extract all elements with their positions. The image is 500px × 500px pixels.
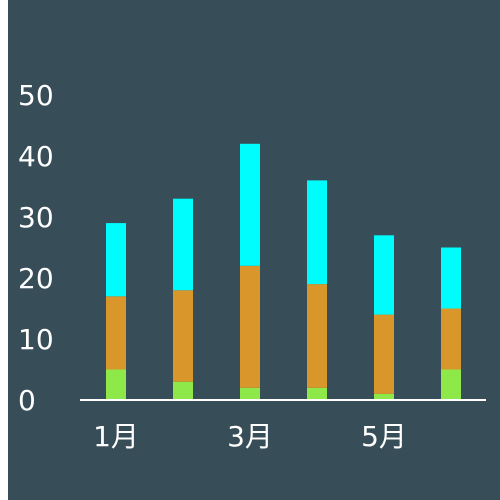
x-tick-label: 1月	[93, 420, 139, 453]
y-tick-label: 40	[18, 140, 54, 173]
bar-segment-4-series-3	[307, 180, 327, 285]
y-tick-label: 10	[18, 323, 54, 356]
bar-segment-1-series-3	[106, 223, 126, 297]
bar-segment-5-series-1	[374, 393, 394, 400]
y-tick-label: 50	[18, 79, 54, 112]
bar-segment-6-series-2	[441, 308, 461, 370]
bar-segment-6-series-1	[441, 369, 461, 400]
bar-segment-4-series-1	[307, 387, 327, 400]
x-tick-labels: 1月 3月 5月	[93, 420, 407, 453]
bar-segment-3-series-3	[240, 143, 260, 266]
y-tick-label: 20	[18, 262, 54, 295]
bar-segment-5-series-3	[374, 235, 394, 315]
y-tick-label: 0	[18, 384, 36, 417]
x-tick-label: 3月	[227, 420, 273, 453]
bar-segment-3-series-1	[240, 387, 260, 400]
bar-segment-4-series-2	[307, 284, 327, 388]
bars-group	[106, 143, 461, 400]
bar-segment-1-series-1	[106, 369, 126, 400]
bar-segment-6-series-3	[441, 247, 461, 309]
bar-segment-1-series-2	[106, 296, 126, 370]
x-tick-label: 5月	[361, 420, 407, 453]
y-tick-label: 30	[18, 201, 54, 234]
bar-segment-2-series-2	[173, 290, 193, 382]
bar-segment-5-series-2	[374, 314, 394, 394]
bar-segment-2-series-3	[173, 198, 193, 291]
y-tick-labels: 0 10 20 30 40 50	[18, 79, 54, 417]
bar-segment-2-series-1	[173, 381, 193, 400]
bar-segment-3-series-2	[240, 265, 260, 388]
